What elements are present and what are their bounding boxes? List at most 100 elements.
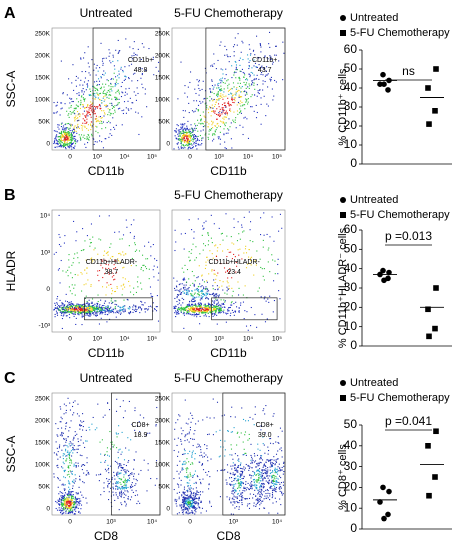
- event-dot: [104, 93, 106, 95]
- event-dot: [80, 58, 82, 60]
- event-dot: [192, 295, 194, 297]
- event-dot: [195, 100, 198, 102]
- event-dot: [124, 410, 126, 412]
- event-dot: [209, 106, 211, 108]
- event-dot: [80, 305, 82, 307]
- event-dot: [68, 107, 70, 109]
- event-dot: [207, 138, 210, 140]
- event-dot: [205, 261, 207, 263]
- event-dot: [63, 138, 65, 140]
- event-dot: [256, 74, 258, 76]
- event-dot: [187, 484, 189, 487]
- event-dot: [93, 81, 96, 83]
- event-dot: [73, 445, 75, 447]
- event-dot: [68, 456, 70, 458]
- event-dot: [78, 92, 80, 94]
- event-dot: [219, 243, 221, 246]
- event-dot: [234, 60, 236, 63]
- event-dot: [109, 310, 111, 312]
- event-dot: [241, 495, 243, 497]
- event-dot: [230, 92, 232, 94]
- event-dot: [60, 307, 63, 309]
- event-dot: [70, 139, 72, 141]
- event-dot: [209, 476, 211, 478]
- event-dot: [74, 308, 76, 310]
- event-dot: [234, 310, 236, 312]
- event-dot: [74, 113, 76, 115]
- event-dot: [193, 284, 195, 286]
- event-dot: [187, 468, 189, 470]
- event-dot: [75, 462, 77, 464]
- event-dot: [127, 108, 129, 110]
- event-dot: [181, 137, 183, 139]
- event-dot: [179, 135, 181, 137]
- event-dot: [185, 134, 187, 136]
- event-dot: [264, 321, 267, 323]
- event-dot: [92, 308, 94, 310]
- event-dot: [230, 302, 232, 304]
- event-dot: [140, 300, 142, 302]
- event-dot: [58, 503, 60, 506]
- event-dot: [256, 463, 258, 465]
- event-dot: [238, 482, 240, 484]
- event-dot: [65, 499, 67, 501]
- event-dot: [102, 276, 104, 279]
- event-dot: [226, 49, 228, 51]
- event-dot: [155, 306, 157, 308]
- event-dot: [113, 279, 115, 281]
- flow-plot: [53, 38, 160, 150]
- event-dot: [202, 292, 205, 295]
- event-dot: [112, 488, 114, 490]
- event-dot: [191, 451, 193, 453]
- x-axis-label: CD8: [94, 529, 118, 543]
- event-dot: [184, 127, 186, 129]
- event-dot: [71, 143, 73, 145]
- event-dot: [256, 35, 258, 37]
- event-dot: [192, 304, 194, 306]
- event-dot: [240, 470, 242, 472]
- event-dot: [206, 307, 208, 309]
- event-dot: [66, 508, 68, 510]
- event-dot: [103, 254, 105, 256]
- event-dot: [140, 309, 143, 311]
- event-dot: [67, 139, 69, 141]
- event-dot: [245, 100, 248, 102]
- event-dot: [178, 414, 180, 416]
- event-dot: [228, 61, 230, 63]
- event-dot: [91, 298, 94, 300]
- event-dot: [148, 47, 150, 50]
- event-dot: [260, 66, 262, 68]
- event-dot: [191, 131, 193, 133]
- event-dot: [73, 436, 75, 438]
- event-dot: [73, 465, 75, 467]
- event-dot: [64, 494, 66, 496]
- event-dot: [91, 310, 93, 312]
- event-dot: [241, 467, 243, 470]
- event-dot: [108, 478, 110, 481]
- event-dot: [261, 469, 263, 471]
- event-dot: [209, 309, 211, 311]
- event-dot: [198, 503, 200, 505]
- event-dot: [233, 477, 235, 480]
- event-dot: [62, 315, 64, 317]
- event-dot: [187, 290, 190, 292]
- event-dot: [106, 308, 108, 310]
- event-dot: [90, 284, 92, 286]
- event-dot: [193, 136, 195, 138]
- event-dot: [89, 105, 91, 107]
- event-dot: [58, 447, 60, 449]
- event-dot: [84, 126, 86, 128]
- event-dot: [69, 509, 71, 511]
- event-dot: [242, 105, 244, 107]
- event-dot: [193, 111, 195, 113]
- event-dot: [93, 249, 95, 251]
- event-dot: [102, 121, 105, 123]
- event-dot: [182, 302, 184, 304]
- event-dot: [66, 132, 68, 134]
- event-dot: [205, 297, 207, 300]
- event-dot: [114, 303, 116, 305]
- event-dot: [59, 421, 61, 423]
- event-dot: [68, 490, 70, 492]
- event-dot: [78, 501, 80, 503]
- event-dot: [191, 314, 193, 316]
